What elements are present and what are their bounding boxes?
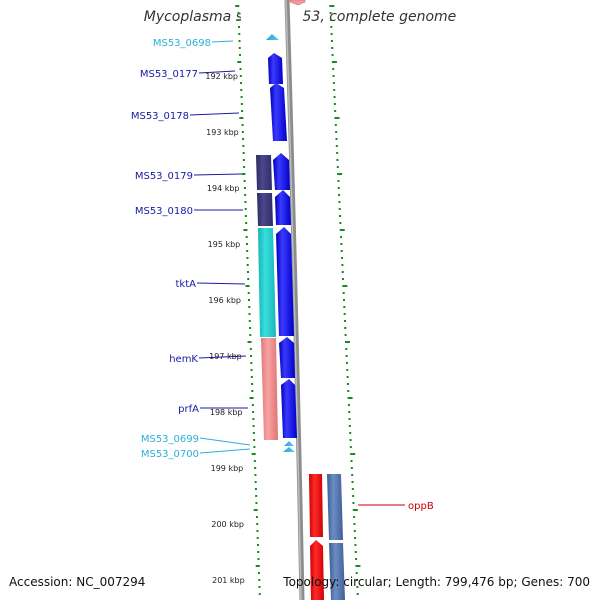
gene-arrow-ms53-0177 bbox=[268, 53, 283, 84]
gene-block-ms53-0179 bbox=[256, 155, 272, 190]
gene-leader-line bbox=[199, 437, 251, 446]
gene-arrow-ms53-0698 bbox=[266, 34, 279, 40]
feature-top-red bbox=[289, 0, 306, 6]
gene-label: tktA bbox=[176, 279, 197, 290]
gene-block-tktA bbox=[258, 228, 276, 337]
gene-label: hemK bbox=[169, 354, 198, 365]
genome-backbone bbox=[284, 0, 305, 600]
kbp-label: 200 kbp bbox=[211, 520, 244, 529]
gene-block-ms53-0180 bbox=[257, 193, 273, 226]
gene-leader-line bbox=[193, 173, 242, 176]
gene-label: MS53_0700 bbox=[141, 449, 199, 460]
gene-leader-line bbox=[198, 355, 247, 359]
kbp-label: 199 kbp bbox=[211, 464, 244, 473]
gene-block-steel-1 bbox=[327, 474, 343, 540]
gene-leader-line bbox=[211, 40, 234, 43]
gene-arrow-ms53-0700 bbox=[283, 447, 295, 452]
gene-leader-line bbox=[189, 112, 240, 116]
genome-summary-text: Topology: circular; Length: 799,476 bp; … bbox=[283, 575, 590, 589]
gene-block-hemK bbox=[261, 338, 278, 440]
gene-label: MS53_0699 bbox=[141, 434, 199, 445]
kbp-label: 193 kbp bbox=[206, 128, 239, 137]
kbp-label: 198 kbp bbox=[210, 408, 243, 417]
kbp-label: 195 kbp bbox=[208, 240, 241, 249]
accession-text: Accession: NC_007294 bbox=[9, 575, 146, 589]
gene-arrow-ms53-0180 bbox=[275, 190, 291, 225]
gene-labels: MS53_0698 MS53_0177 MS53_0178 MS53_0179 MS53… bbox=[131, 38, 434, 512]
kbp-label: 192 kbp bbox=[205, 72, 238, 81]
gene-arrow-ms53-0179 bbox=[273, 153, 290, 190]
kbp-label: 196 kbp bbox=[208, 296, 241, 305]
kbp-label: 194 kbp bbox=[207, 184, 240, 193]
gene-arrow-hemK bbox=[279, 337, 295, 378]
gene-leader-line bbox=[198, 70, 236, 74]
gene-label: MS53_0180 bbox=[135, 206, 193, 217]
gene-leader-line bbox=[199, 448, 251, 454]
gene-label: MS53_0179 bbox=[135, 171, 193, 182]
gene-arrow-tktA bbox=[276, 227, 294, 336]
genome-backbone-highlight bbox=[285, 0, 302, 600]
gene-label: MS53_0698 bbox=[153, 38, 211, 49]
gene-label: prfA bbox=[178, 404, 199, 415]
gene-label: oppB bbox=[408, 501, 434, 512]
kbp-label: 201 kbp bbox=[212, 576, 245, 585]
gene-block-red-1 bbox=[309, 474, 323, 537]
gene-arrow-ms53-0178 bbox=[270, 83, 287, 141]
gene-arrow-prfA bbox=[281, 379, 297, 438]
gene-arrow-red-2 bbox=[310, 540, 324, 600]
gene-label: MS53_0177 bbox=[140, 69, 198, 80]
gene-leader-line bbox=[196, 282, 246, 285]
gene-block-steel-2 bbox=[329, 543, 345, 600]
gene-arrow-ms53-0699 bbox=[284, 441, 294, 446]
gene-label: MS53_0178 bbox=[131, 111, 189, 122]
tick-marks bbox=[235, 5, 361, 595]
